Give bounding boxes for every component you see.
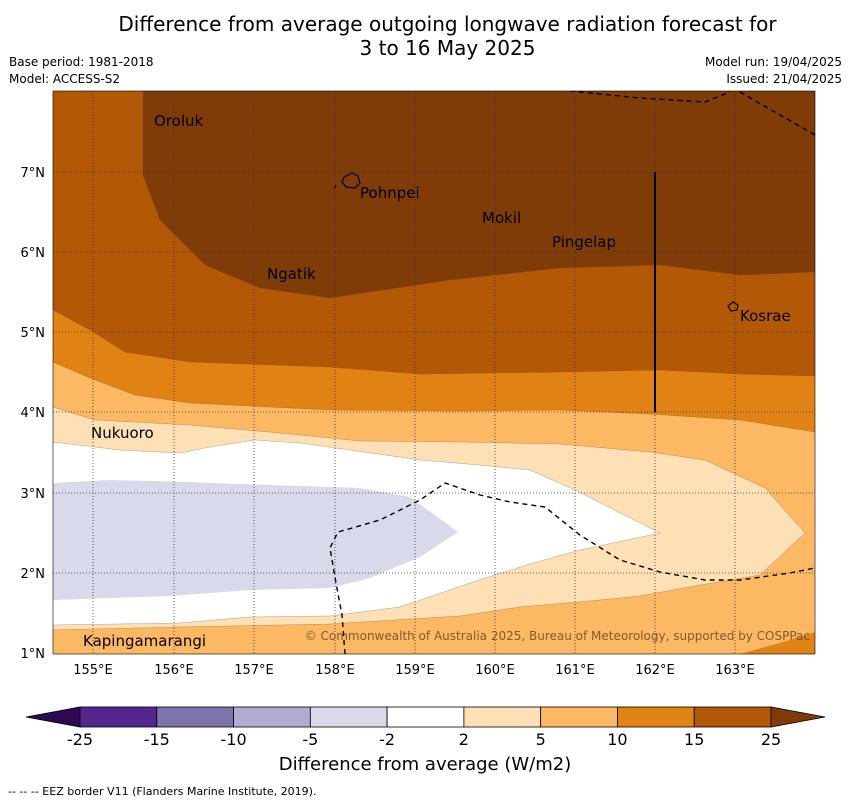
base-period: Base period: 1981-2018 xyxy=(9,55,154,69)
y-tick-label: 2°N xyxy=(21,567,46,582)
colorbar-swatch xyxy=(309,706,388,728)
model-name: Model: ACCESS-S2 xyxy=(9,72,121,86)
place-labels: Oroluk Pohnpei Mokil Pingelap Ngatik Kos… xyxy=(83,112,791,650)
x-tick-label: 161°E xyxy=(555,663,595,678)
colorbar-swatch xyxy=(156,706,234,728)
y-tick-label: 1°N xyxy=(21,647,46,662)
colorbar-tick-label: 5 xyxy=(536,730,546,749)
place-label-mokil: Mokil xyxy=(482,209,521,227)
x-tick-label: 156°E xyxy=(154,663,194,678)
place-label-oroluk: Oroluk xyxy=(154,112,203,130)
colorbar-swatch xyxy=(693,706,772,728)
colorbar-tick-label: -15 xyxy=(144,730,170,749)
y-tick-label: 6°N xyxy=(21,246,46,261)
contour-band-neg5-neg2 xyxy=(53,480,458,600)
y-axis-ticks: 7°N 6°N 5°N 4°N 3°N 2°N 1°N xyxy=(21,166,46,662)
x-tick-label: 155°E xyxy=(73,663,113,678)
title-line-2: 3 to 16 May 2025 xyxy=(359,36,536,60)
place-label-ngatik: Ngatik xyxy=(267,265,316,283)
pohnpei-island-outline xyxy=(341,172,361,189)
colorbar-swatch xyxy=(233,706,311,728)
place-label-kapingamarangi: Kapingamarangi xyxy=(83,632,206,650)
colorbar: -25 -15 -10 -5 -2 2 5 10 15 25 xyxy=(25,706,826,749)
contour-fill xyxy=(53,91,815,654)
model-run: Model run: 19/04/2025 xyxy=(704,55,842,69)
colorbar-swatch xyxy=(463,706,542,728)
x-axis-ticks: 155°E 156°E 157°E 158°E 159°E 160°E 161°… xyxy=(73,663,755,678)
contour-band-10-15-south xyxy=(740,632,815,654)
place-label-pohnpei: Pohnpei xyxy=(360,184,420,202)
colorbar-tick-label: -25 xyxy=(67,730,93,749)
colorbar-swatch xyxy=(79,706,158,728)
pohnpei-islet xyxy=(333,184,337,190)
colorbar-max-arrow xyxy=(770,706,826,728)
chart-title: Difference from average outgoing longwav… xyxy=(0,12,850,60)
colorbar-tick-label: -10 xyxy=(220,730,246,749)
eez-border xyxy=(329,91,815,654)
y-tick-label: 3°N xyxy=(21,487,46,502)
y-tick-label: 4°N xyxy=(21,406,46,421)
model-info: Base period: 1981-2018 Model: ACCESS-S2 xyxy=(9,54,154,88)
colorbar-title: Difference from average (W/m2) xyxy=(278,754,572,775)
copyright-notice: © Commonwealth of Australia 2025, Bureau… xyxy=(305,629,810,643)
colorbar-tick-label: 15 xyxy=(684,730,704,749)
graticule xyxy=(53,91,815,654)
x-tick-label: 158°E xyxy=(315,663,355,678)
colorbar-tick-label: 10 xyxy=(607,730,627,749)
map-frame xyxy=(52,90,816,655)
colorbar-min-arrow xyxy=(25,706,81,728)
y-tick-label: 5°N xyxy=(21,326,46,341)
colorbar-tick-label: 25 xyxy=(761,730,781,749)
colorbar-swatch xyxy=(617,706,695,728)
x-tick-label: 162°E xyxy=(635,663,675,678)
colorbar-swatch xyxy=(386,706,465,728)
x-tick-label: 163°E xyxy=(715,663,755,678)
place-label-nukuoro: Nukuoro xyxy=(91,424,154,442)
eez-footnote: -- -- -- EEZ border V11 (Flanders Marine… xyxy=(8,785,317,798)
x-tick-label: 160°E xyxy=(475,663,515,678)
contour-band-15-25 xyxy=(143,91,815,298)
issued-date: Issued: 21/04/2025 xyxy=(726,72,842,86)
x-tick-label: 159°E xyxy=(395,663,435,678)
title-line-1: Difference from average outgoing longwav… xyxy=(118,12,777,36)
y-tick-label: 7°N xyxy=(21,166,46,181)
colorbar-tick-label: 2 xyxy=(459,730,469,749)
place-label-pingelap: Pingelap xyxy=(552,233,616,251)
kosrae-island-outline xyxy=(727,301,739,312)
colorbar-tick-label: -2 xyxy=(379,730,395,749)
colorbar-swatch xyxy=(540,706,618,728)
x-tick-label: 157°E xyxy=(234,663,274,678)
colorbar-tick-label: -5 xyxy=(302,730,318,749)
run-info: Model run: 19/04/2025 Issued: 21/04/2025 xyxy=(705,54,842,88)
place-label-kosrae: Kosrae xyxy=(740,307,791,325)
